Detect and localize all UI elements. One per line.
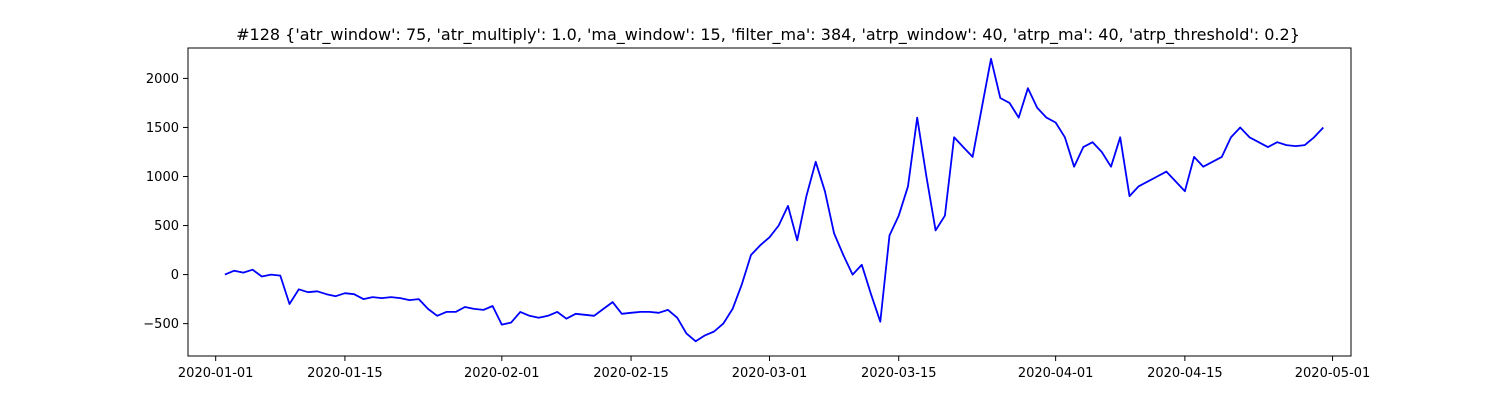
y-tick-label: 500: [154, 219, 179, 234]
y-tick-label: 2000: [146, 72, 179, 87]
series-line: [224, 57, 1324, 343]
x-tick-label: 2020-03-01: [732, 366, 808, 381]
x-tick-label: 2020-01-01: [178, 366, 254, 381]
chart-title: #128 {'atr_window': 75, 'atr_multiply': …: [236, 25, 1300, 45]
x-tick-label: 2020-03-15: [861, 366, 937, 381]
y-tick-label: 0: [171, 268, 179, 283]
x-tick-label: 2020-04-01: [1018, 366, 1094, 381]
x-tick-label: 2020-02-01: [464, 366, 540, 381]
plot-frame: [187, 47, 1352, 357]
x-tick-label: 2020-05-01: [1295, 366, 1371, 381]
x-tick-label: 2020-02-15: [593, 366, 669, 381]
x-axis: 2020-01-01 2020-01-15 2020-02-01 2020-02-15…: [178, 356, 1370, 381]
y-tick-label: −500: [143, 317, 179, 332]
x-tick-label: 2020-04-15: [1147, 366, 1223, 381]
y-tick-label: 1500: [146, 121, 179, 136]
x-tick-label: 2020-01-15: [307, 366, 383, 381]
y-axis: −500 0 500 1000 1500 2000: [143, 72, 188, 332]
y-tick-label: 1000: [146, 170, 179, 185]
